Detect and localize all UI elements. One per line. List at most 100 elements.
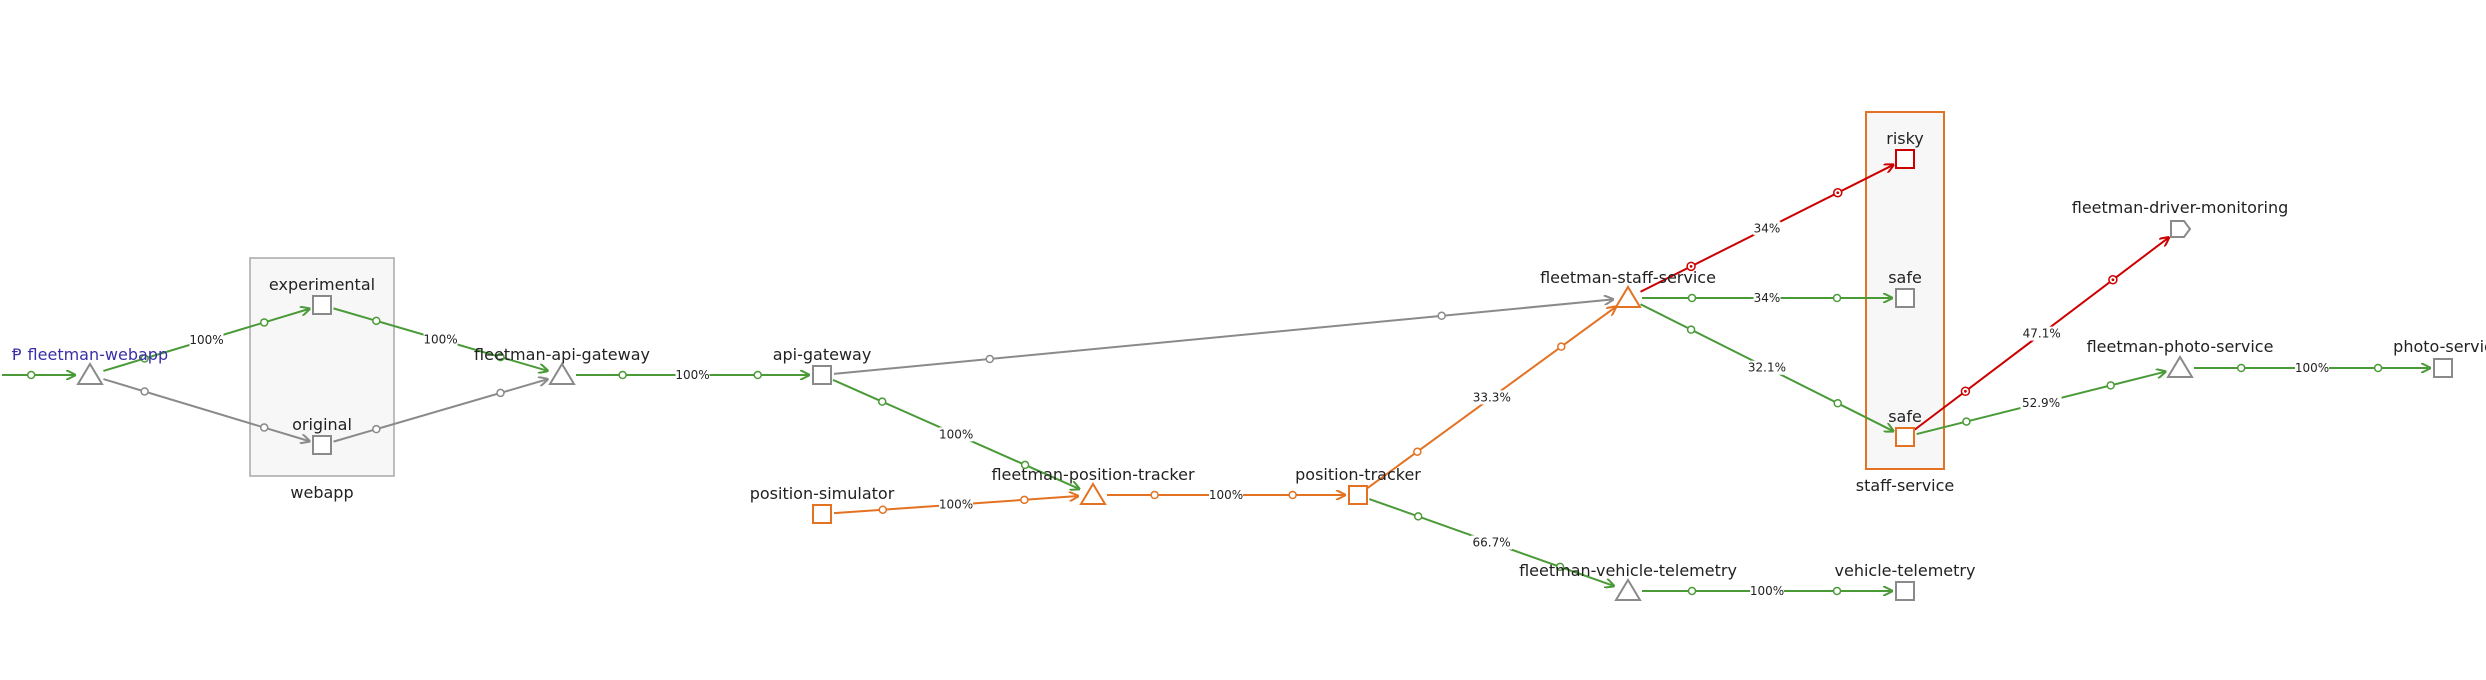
traffic-dot <box>140 387 149 396</box>
node-fleetman-driver-monitoring[interactable]: fleetman-driver-monitoring <box>2072 198 2289 238</box>
edge-label: 100% <box>675 368 709 382</box>
edge-label-bg <box>2020 395 2062 410</box>
unknown-pentagon-icon[interactable] <box>2170 220 2192 238</box>
workload-square-icon[interactable] <box>1895 288 1915 308</box>
service-triangle-icon[interactable] <box>1079 482 1107 505</box>
node-webapp-experimental[interactable]: experimental <box>269 275 375 315</box>
node-label: fleetman-staff-service <box>1540 268 1716 287</box>
edge-label: 52.9% <box>2022 396 2060 410</box>
service-triangle-icon[interactable] <box>1614 285 1642 308</box>
workload-square-icon[interactable] <box>1895 427 1915 447</box>
edge-entry-to-fleetman-webapp[interactable] <box>2 372 75 379</box>
node-fleetman-vehicle-telemetry[interactable]: fleetman-vehicle-telemetry <box>1519 561 1737 601</box>
node-fleetman-api-gateway[interactable]: fleetman-api-gateway <box>474 345 650 385</box>
edge-staff-safe-2-to-fleetman-photo-service[interactable]: 52.9% <box>1916 372 2166 436</box>
edge-fleetman-photo-service-to-photo-service[interactable]: 100% <box>2194 361 2430 375</box>
edge-fleetman-staff-service-to-staff-safe-2[interactable]: 32.1% <box>1640 303 1894 431</box>
edge-webapp-original-to-fleetman-api-gateway[interactable] <box>333 379 548 443</box>
traffic-dot <box>1833 399 1842 408</box>
node-vehicle-telemetry[interactable]: vehicle-telemetry <box>1835 561 1976 601</box>
traffic-dot <box>1962 417 1971 426</box>
traffic-dot <box>1832 586 1842 596</box>
node-fleetman-position-tracker[interactable]: fleetman-position-tracker <box>991 465 1195 505</box>
traffic-dot <box>259 318 269 327</box>
edge-line[interactable] <box>333 379 548 443</box>
node-webapp-original[interactable]: original <box>292 415 352 455</box>
node-staff-safe-1[interactable]: safe <box>1888 268 1922 308</box>
service-triangle-icon[interactable] <box>1614 578 1642 601</box>
edge-api-gateway-to-fleetman-position-tracker[interactable]: 100% <box>832 378 1079 489</box>
node-label: experimental <box>269 275 375 294</box>
edge-webapp-experimental-to-fleetman-api-gateway[interactable]: 100% <box>333 307 548 370</box>
workload-square-icon[interactable] <box>1348 485 1368 505</box>
edge-fleetman-position-tracker-to-position-tracker[interactable]: 100% <box>1107 488 1345 502</box>
edge-fleetman-staff-service-to-staff-risky[interactable]: 34% <box>1640 165 1894 293</box>
traffic-dot <box>496 388 505 398</box>
traffic-dot <box>1020 495 1029 505</box>
edge-fleetman-vehicle-telemetry-to-vehicle-telemetry[interactable]: 100% <box>1642 584 1892 598</box>
node-label-text: fleetman-webapp <box>28 345 169 364</box>
service-triangle-icon[interactable] <box>548 362 576 385</box>
edge-label: 100% <box>423 333 457 347</box>
node-position-tracker[interactable]: position-tracker <box>1295 465 1421 505</box>
traffic-dot <box>1686 325 1696 334</box>
traffic-dot <box>1020 460 1030 470</box>
node-label: fleetman-driver-monitoring <box>2072 198 2289 217</box>
edge-staff-safe-2-to-fleetman-driver-monitoring[interactable]: 47.1% <box>1913 237 2169 431</box>
edge-label-bg <box>2021 326 2063 341</box>
workload-square-icon[interactable] <box>1895 149 1915 169</box>
service-triangle-icon[interactable] <box>2166 355 2194 378</box>
service-triangle-icon[interactable] <box>76 362 104 385</box>
workload-square-icon[interactable] <box>812 365 832 385</box>
workload-square-icon[interactable] <box>312 295 332 315</box>
edge-label: 34% <box>1754 291 1781 305</box>
edge-label-bg <box>423 332 458 347</box>
traffic-dot <box>1413 447 1422 456</box>
edge-label: 66.7% <box>1473 535 1511 549</box>
edge-label-bg <box>1471 390 1513 405</box>
edge-position-tracker-to-fleetman-staff-service[interactable]: 33.3% <box>1367 307 1616 489</box>
edge-position-tracker-to-fleetman-vehicle-telemetry[interactable]: 66.7% <box>1368 498 1614 586</box>
node-fleetman-photo-service[interactable]: fleetman-photo-service <box>2087 337 2274 378</box>
edge-fleetman-api-gateway-to-api-gateway[interactable]: 100% <box>576 368 809 382</box>
edge-position-simulator-to-fleetman-position-tracker[interactable]: 100% <box>833 495 1078 515</box>
traffic-dot <box>1832 293 1842 303</box>
traffic-dot-core <box>1836 191 1840 195</box>
edge-label: 100% <box>939 498 973 512</box>
edge-api-gateway-to-fleetman-staff-service[interactable] <box>833 299 1613 375</box>
node-photo-service[interactable]: photo-servic <box>2393 337 2486 378</box>
edge-label: 100% <box>939 427 973 441</box>
edge-layer: 100% 100% 100% 100% 100% 100% 33.3% 66.7% 100% 34… <box>2 165 2430 598</box>
edge-line[interactable] <box>833 299 1613 375</box>
traffic-dot <box>878 505 888 514</box>
node-label: safe <box>1888 407 1922 426</box>
node-staff-safe-2[interactable]: safe <box>1888 407 1922 447</box>
node-label: position-simulator <box>750 484 895 503</box>
node-fleetman-staff-service[interactable]: fleetman-staff-service <box>1540 268 1716 308</box>
traffic-dot <box>26 370 36 380</box>
workload-square-icon[interactable] <box>2433 358 2453 378</box>
traffic-dot <box>2106 381 2115 390</box>
workload-square-icon[interactable] <box>1895 581 1915 601</box>
traffic-dot <box>1557 342 1566 351</box>
node-position-simulator[interactable]: position-simulator <box>750 484 895 524</box>
edge-fleetman-staff-service-to-staff-safe-1[interactable]: 34% <box>1642 291 1892 305</box>
traffic-dot <box>618 370 627 380</box>
workload-square-icon[interactable] <box>312 435 332 455</box>
edge-label: 100% <box>1209 488 1243 502</box>
edge-label-bg <box>1750 584 1784 598</box>
traffic-dot <box>1687 293 1697 303</box>
node-label: safe <box>1888 268 1922 287</box>
node-api-gateway[interactable]: api-gateway <box>773 345 872 385</box>
edge-fleetman-webapp-to-webapp-original[interactable] <box>103 378 309 441</box>
edge-line[interactable] <box>103 378 309 441</box>
edge-label: 100% <box>2295 361 2329 375</box>
edge-fleetman-webapp-to-webapp-experimental[interactable]: 100% <box>103 309 309 372</box>
node-staff-risky[interactable]: risky <box>1886 129 1924 169</box>
workload-square-icon[interactable] <box>812 504 832 524</box>
traffic-dot <box>372 316 381 326</box>
node-label: fleetman-position-tracker <box>991 465 1194 484</box>
traffic-dot <box>753 370 762 380</box>
